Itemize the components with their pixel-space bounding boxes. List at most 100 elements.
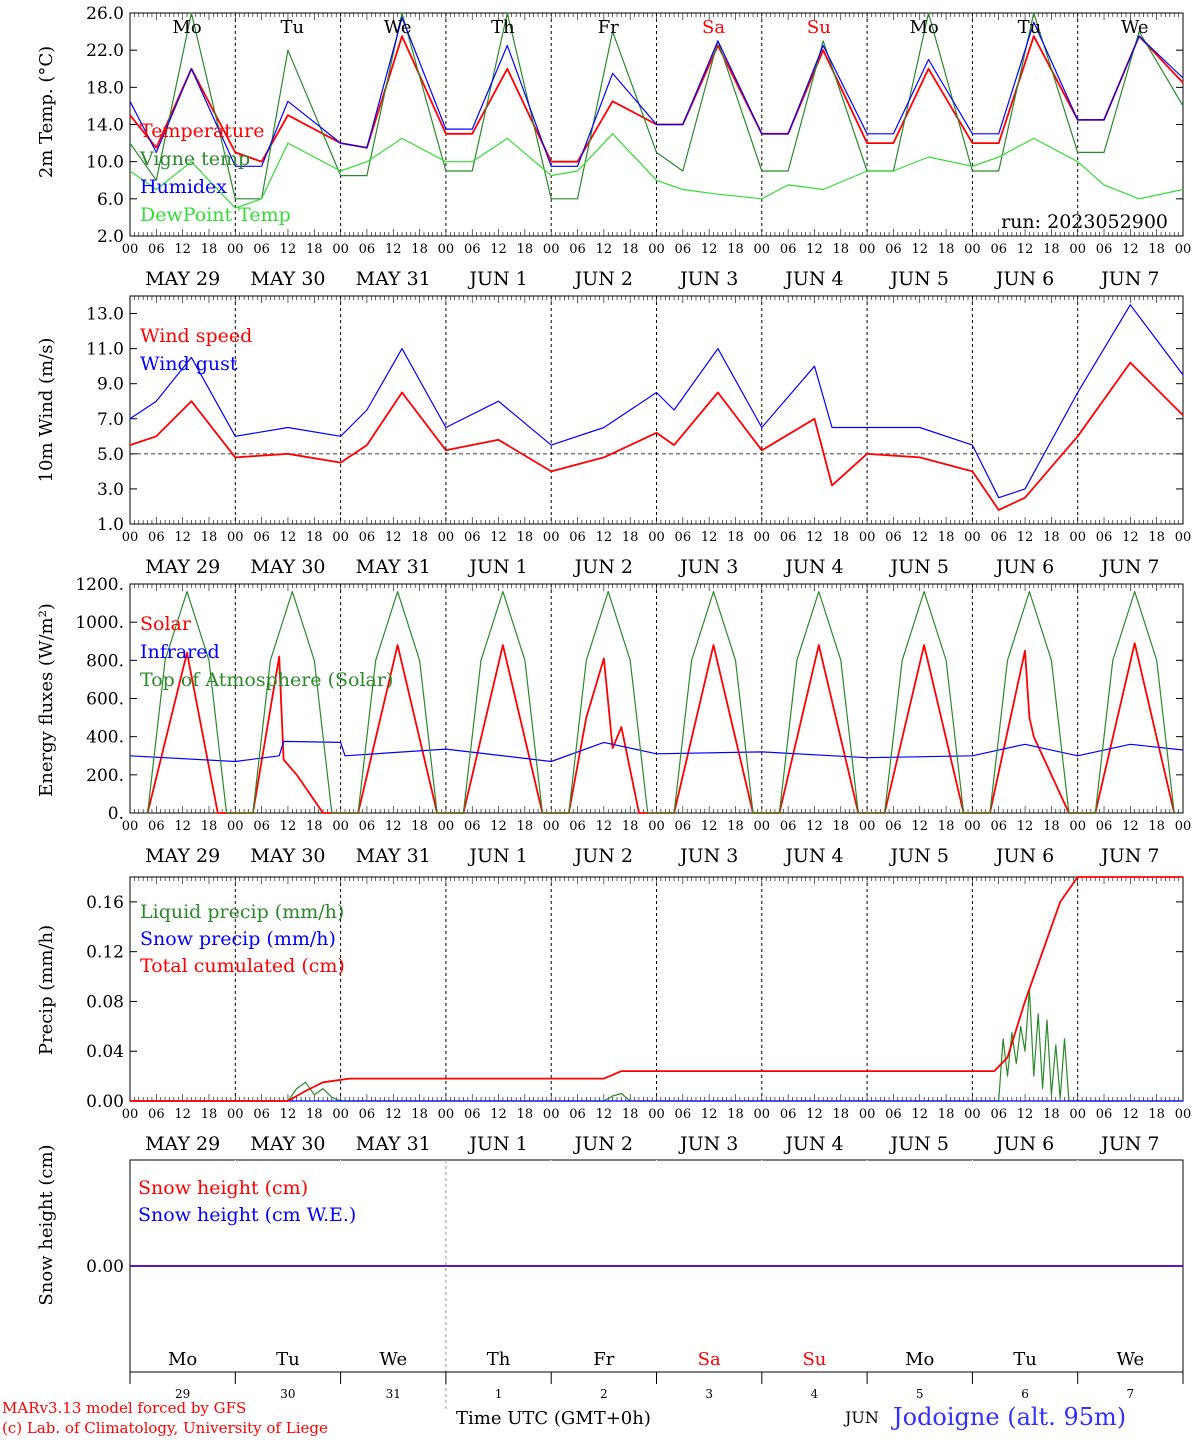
date-label: JUN 3 xyxy=(678,845,738,867)
date-label: MAY 31 xyxy=(356,1133,431,1155)
date-label: MAY 30 xyxy=(250,268,325,290)
hour-tick-label: 06 xyxy=(780,242,797,257)
hour-tick-label: 18 xyxy=(1148,819,1165,834)
hour-tick-label: 18 xyxy=(1043,530,1060,545)
y-tick-label: 0. xyxy=(108,804,124,824)
hour-tick-label: 12 xyxy=(701,530,718,545)
hour-tick-label: 12 xyxy=(280,819,297,834)
hour-tick-label: 12 xyxy=(1122,1107,1139,1122)
hour-tick-label: 00 xyxy=(332,1107,349,1122)
hour-tick-label: 00 xyxy=(1069,819,1086,834)
hour-tick-label: 06 xyxy=(253,1107,270,1122)
y-tick-label: 11.0 xyxy=(86,340,124,360)
hour-tick-label: 00 xyxy=(543,819,560,834)
hour-tick-label: 06 xyxy=(780,819,797,834)
chart-panel-3: 00 06 12 18 00 06 12 18 00 06 12 18 00 06 12 18 00 06 12 18… xyxy=(36,575,1191,867)
y-tick-label: 0.00 xyxy=(86,1257,124,1277)
hour-tick-label: 00 xyxy=(964,242,981,257)
hour-tick-label: 00 xyxy=(122,530,139,545)
hour-tick-label: 12 xyxy=(280,1107,297,1122)
hour-tick-label: 12 xyxy=(490,1107,507,1122)
hour-tick-label: 00 xyxy=(1175,242,1192,257)
date-label: MAY 31 xyxy=(356,268,431,290)
weekday-label: We xyxy=(1121,17,1149,38)
date-label: JUN 6 xyxy=(994,268,1054,290)
hour-tick-label: 06 xyxy=(359,819,376,834)
y-axis-label: 10m Wind (m/s) xyxy=(36,338,57,483)
hour-tick-label: 12 xyxy=(174,819,191,834)
model-credit-line2: (c) Lab. of Climatology, University of L… xyxy=(2,1419,328,1437)
hour-tick-label: 06 xyxy=(569,242,586,257)
date-label: JUN 2 xyxy=(573,268,633,290)
hour-tick-label: 06 xyxy=(780,530,797,545)
date-label: JUN 2 xyxy=(573,556,633,578)
series-line xyxy=(129,17,1184,167)
legend-entry: Solar xyxy=(140,613,192,635)
y-tick-label: 0.12 xyxy=(86,943,124,963)
hour-tick-label: 18 xyxy=(201,819,218,834)
hour-tick-label: 18 xyxy=(306,242,323,257)
legend-entry: Snow precip (mm/h) xyxy=(140,928,336,950)
hour-tick-label: 12 xyxy=(596,242,613,257)
hour-tick-label: 18 xyxy=(727,1107,744,1122)
hour-tick-label: 18 xyxy=(1043,1107,1060,1122)
date-label: JUN 7 xyxy=(1099,268,1159,290)
hour-tick-label: 00 xyxy=(227,1107,244,1122)
date-label: JUN 4 xyxy=(783,556,843,578)
weekday-label: Th xyxy=(491,17,515,38)
y-tick-label: 2.0 xyxy=(97,227,124,247)
series-line xyxy=(130,988,1183,1102)
weekday-label: Mo xyxy=(905,1349,934,1370)
hour-tick-label: 18 xyxy=(938,819,955,834)
hour-tick-label: 18 xyxy=(833,819,850,834)
date-label: JUN 5 xyxy=(889,268,949,290)
hour-tick-label: 06 xyxy=(1096,242,1113,257)
hour-tick-label: 18 xyxy=(306,819,323,834)
hour-tick-label: 12 xyxy=(174,530,191,545)
day-number-label: 31 xyxy=(386,1387,401,1401)
y-tick-label: 13.0 xyxy=(86,305,124,325)
hour-tick-label: 12 xyxy=(385,530,402,545)
hour-tick-label: 00 xyxy=(648,1107,665,1122)
hour-tick-label: 12 xyxy=(701,242,718,257)
hour-tick-label: 18 xyxy=(727,530,744,545)
day-number-label: 3 xyxy=(705,1387,713,1401)
hour-tick-label: 06 xyxy=(464,530,481,545)
series-line xyxy=(146,642,1176,814)
hour-tick-label: 18 xyxy=(517,530,534,545)
day-number-label: 29 xyxy=(175,1387,190,1401)
hour-tick-label: 06 xyxy=(885,530,902,545)
date-label: MAY 29 xyxy=(145,845,220,867)
legend-entry: Total cumulated (cm) xyxy=(140,955,345,977)
hour-tick-label: 12 xyxy=(174,242,191,257)
hour-tick-label: 00 xyxy=(859,819,876,834)
hour-tick-label: 18 xyxy=(517,1107,534,1122)
legend-entry: Humidex xyxy=(140,176,227,198)
legend-entry: Top of Atmosphere (Solar) xyxy=(140,669,393,691)
weekday-label: Sa xyxy=(702,17,725,38)
hour-tick-label: 00 xyxy=(227,819,244,834)
y-tick-label: 7.0 xyxy=(97,410,124,430)
day-number-label: 2 xyxy=(600,1387,608,1401)
hour-tick-label: 06 xyxy=(253,530,270,545)
date-label: MAY 30 xyxy=(250,845,325,867)
y-tick-label: 0.08 xyxy=(86,992,124,1012)
hour-tick-label: 18 xyxy=(622,242,639,257)
y-tick-label: 1200. xyxy=(75,575,124,595)
hour-tick-label: 18 xyxy=(1043,242,1060,257)
legend-entry: Snow height (cm W.E.) xyxy=(138,1204,356,1226)
date-label: MAY 31 xyxy=(356,845,431,867)
hour-tick-label: 00 xyxy=(1175,530,1192,545)
hour-tick-label: 00 xyxy=(859,530,876,545)
weekday-label: Sa xyxy=(698,1349,721,1370)
hour-tick-label: 06 xyxy=(990,242,1007,257)
series-line xyxy=(129,361,1184,511)
hour-tick-label: 18 xyxy=(1043,819,1060,834)
hour-tick-label: 12 xyxy=(174,1107,191,1122)
date-label: JUN 1 xyxy=(467,845,527,867)
y-axis-label: Energy fluxes (W/m²) xyxy=(36,603,57,797)
hour-tick-label: 12 xyxy=(596,1107,613,1122)
site-title: Jodoigne (alt. 95m) xyxy=(893,1403,1127,1431)
hour-tick-label: 18 xyxy=(1148,242,1165,257)
hour-tick-label: 06 xyxy=(675,530,692,545)
